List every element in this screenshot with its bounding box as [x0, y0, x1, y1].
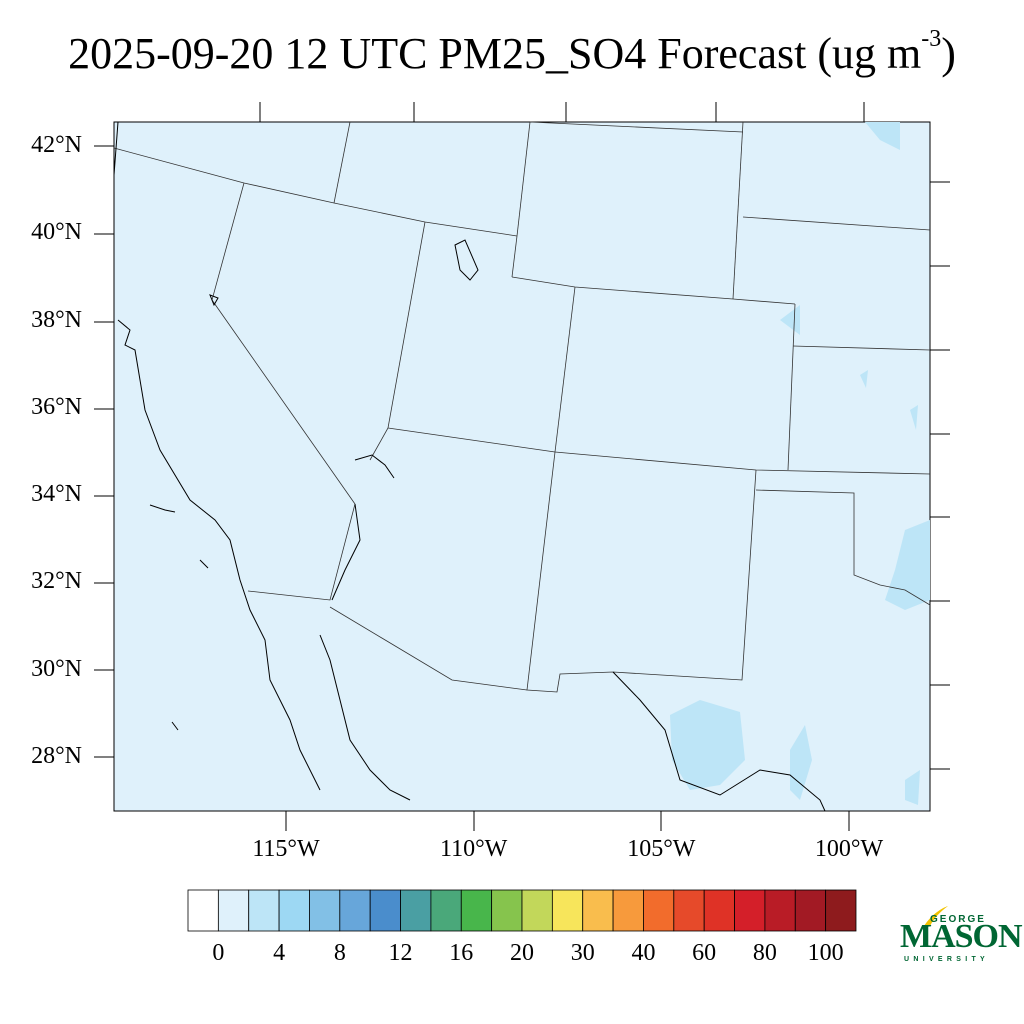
colorbar-label: 16 [449, 940, 474, 966]
coastline [113, 121, 826, 812]
lat-label: 36°N [31, 393, 82, 420]
map-frame [113, 121, 931, 812]
logo-line1: GEORGE [930, 914, 986, 925]
gmu-logo: GEORGE MASON UNIVERSITY [896, 900, 1023, 970]
lat-label: 30°N [31, 655, 82, 682]
colorbar-swatch [460, 889, 493, 932]
colorbar-label: 20 [510, 940, 534, 966]
lon-label: 105°W [627, 836, 696, 862]
lat-label: 38°N [31, 306, 82, 333]
colorbar-swatch [278, 889, 310, 932]
map-title: 2025-09-20 12 UTC PM25_SO4 Forecast (ug … [68, 26, 956, 78]
logo-swoosh-icon [924, 906, 948, 926]
colorbar-swatch [248, 889, 280, 932]
lat-label: 32°N [31, 568, 82, 595]
colorbar-label: 80 [752, 940, 777, 966]
colorbar-label: 4 [273, 940, 286, 966]
colorbar-swatch [187, 889, 219, 932]
lat-label: 28°N [31, 743, 82, 769]
colorbar-label: 60 [692, 940, 717, 966]
colorbar-swatch [400, 889, 432, 932]
lon-label: 115°W [252, 836, 320, 862]
colorbar-swatch [825, 889, 857, 932]
colorbar-swatch [643, 889, 675, 932]
colorbar-swatch [521, 889, 553, 932]
colorbar-swatch [703, 889, 735, 932]
colorbar-swatch [734, 889, 766, 932]
state-boundaries [113, 121, 931, 693]
colorbar-swatch [491, 889, 523, 932]
lat-label: 42°N [31, 132, 82, 158]
colorbar-swatch [582, 889, 614, 932]
colorbar-label: 12 [388, 940, 413, 966]
logo-line3: UNIVERSITY [904, 956, 990, 963]
map-ticks [94, 102, 950, 831]
colorbar-swatch [764, 889, 796, 932]
colorbar-swatch [309, 889, 341, 932]
lon-label: 100°W [814, 836, 884, 862]
logo-line2: MASON [900, 918, 1023, 955]
lon-label: 110°W [439, 836, 508, 862]
colorbar-swatch [612, 889, 644, 932]
colorbar-swatch [369, 889, 401, 932]
colorbar-swatch [794, 889, 827, 932]
lat-label: 40°N [31, 219, 82, 246]
colorbar-swatch [217, 889, 250, 932]
colorbar-swatch [339, 889, 371, 932]
colorbar-swatch [430, 889, 462, 932]
colorbar-label: 0 [212, 940, 225, 966]
colorbar-label: 30 [570, 940, 595, 966]
colorbar-label: 40 [631, 940, 656, 966]
lat-label: 34°N [31, 481, 82, 508]
colorbar-label: 100 [807, 940, 844, 966]
colorbar-swatch [551, 889, 584, 932]
colorbar-swatch [673, 889, 705, 932]
colorbar [187, 889, 857, 932]
colorbar-label: 8 [333, 940, 346, 966]
